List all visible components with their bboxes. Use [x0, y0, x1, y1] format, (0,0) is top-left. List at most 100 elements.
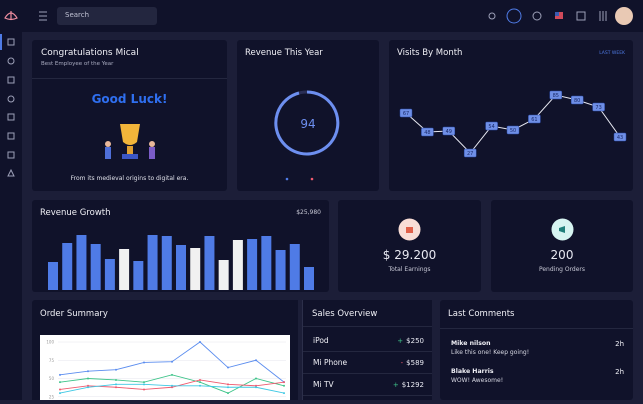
series-point — [115, 386, 117, 389]
point-label: 43 — [617, 135, 623, 141]
series-point — [143, 361, 145, 364]
divider — [303, 373, 432, 374]
card-text: From its medieval origins to digital era… — [70, 175, 189, 182]
series-point — [227, 386, 229, 389]
series-point — [199, 384, 201, 387]
series-point — [199, 378, 201, 381]
series-point — [171, 386, 173, 389]
point-label-box — [463, 148, 477, 158]
series-point — [283, 392, 285, 395]
series-point — [199, 381, 201, 384]
point-label-box — [399, 108, 413, 118]
series-point — [255, 386, 257, 389]
point-label: 48 — [424, 130, 430, 136]
bar — [90, 244, 101, 290]
bar — [247, 239, 258, 290]
comment-time: 2h — [615, 368, 624, 376]
filter[interactable]: LAST WEEK — [599, 51, 625, 56]
line — [405, 94, 621, 154]
point-label-box — [506, 125, 520, 135]
icon[interactable] — [7, 38, 15, 46]
series-point — [87, 370, 89, 373]
earnings-label: Total Earnings — [388, 266, 431, 273]
sales-amount: + $250 — [397, 337, 424, 345]
series-point — [115, 378, 117, 381]
series-point — [255, 359, 257, 362]
y-tick-label: 50 — [49, 376, 55, 381]
point-label: 85 — [553, 93, 559, 99]
point-label: 49 — [446, 129, 452, 135]
divider — [303, 326, 432, 327]
series-line — [59, 374, 285, 394]
bar — [76, 235, 87, 290]
sidebar-icons — [0, 11, 18, 177]
series-point — [87, 384, 89, 387]
bar — [48, 262, 58, 290]
point-label: 50 — [510, 128, 516, 134]
card-title: Congratulations Mical — [41, 48, 139, 58]
point-label-box — [613, 132, 627, 142]
bar — [161, 236, 172, 290]
sales-amount: + $1292 — [393, 381, 424, 389]
trophy-illustration — [105, 124, 155, 159]
sales-sign: + — [392, 381, 399, 389]
card-title: Sales Overview — [312, 309, 378, 319]
comment-text: WOW! Awesome! — [451, 377, 504, 384]
series-point — [143, 383, 145, 386]
point-label: 73 — [595, 105, 601, 111]
bar — [218, 260, 229, 290]
y-tick-label: 100 — [46, 340, 54, 345]
series-point — [227, 392, 229, 395]
search-placeholder: Search — [65, 11, 90, 19]
y-tick-label: 75 — [49, 358, 55, 363]
card-title: Revenue This Year — [245, 48, 323, 58]
series-point — [255, 377, 257, 380]
search-box[interactable]: Search — [57, 7, 157, 25]
bar — [232, 240, 243, 290]
earnings-value: $ 29.200 — [382, 248, 437, 262]
sales-name: Mi TV — [313, 380, 334, 389]
series-point — [143, 381, 145, 384]
bar — [104, 259, 115, 290]
order-card: Order Summary 25 50 75 100 — [32, 300, 298, 400]
headline: Good Luck! — [91, 92, 168, 106]
earnings-card: $ 29.200 Total Earnings — [338, 200, 481, 292]
sales-card: Sales Overview iPod + $250 Mi Phone - $589 Mi … — [302, 300, 432, 400]
point-label-box — [570, 95, 584, 105]
earnings-icon — [398, 218, 421, 241]
bar — [176, 245, 186, 290]
point-label-box — [592, 102, 605, 112]
sales-name: Mi Phone — [313, 358, 348, 367]
series-point — [171, 373, 173, 376]
series-point — [227, 383, 229, 386]
comment-time: 2h — [615, 340, 624, 348]
divider — [32, 78, 227, 79]
bar — [275, 250, 286, 290]
point-label: 27 — [467, 151, 473, 157]
comments-card: Last Comments Mike nilson Like this one! … — [440, 300, 633, 400]
series-point — [255, 384, 257, 387]
growth-chart — [48, 235, 314, 290]
series-point — [115, 383, 117, 386]
sales-value: $589 — [406, 359, 424, 367]
visits-chart: 67 48 49 27 54 50 61 85 80 73 43 — [399, 90, 627, 158]
pending-card: 200 Pending Orders — [491, 200, 633, 292]
visits-card: Visits By Month LAST WEEK 67 48 49 27 54 50 61… — [389, 40, 633, 191]
point-label-box — [528, 114, 541, 124]
bar — [304, 267, 314, 290]
series-point — [87, 377, 89, 380]
sales-amount: - $589 — [401, 359, 424, 367]
bar — [204, 236, 215, 290]
point-label-box — [442, 126, 456, 136]
series-point — [59, 392, 61, 395]
series-point — [59, 381, 61, 384]
series-point — [143, 388, 145, 391]
bar — [119, 249, 130, 290]
topbar-icons — [39, 7, 633, 25]
series-point — [115, 368, 117, 371]
y-tick-label: 25 — [49, 394, 55, 399]
growth-total: $25,980 — [296, 209, 321, 216]
series-point — [59, 388, 61, 391]
divider — [303, 395, 432, 396]
point-label: 80 — [574, 98, 580, 104]
